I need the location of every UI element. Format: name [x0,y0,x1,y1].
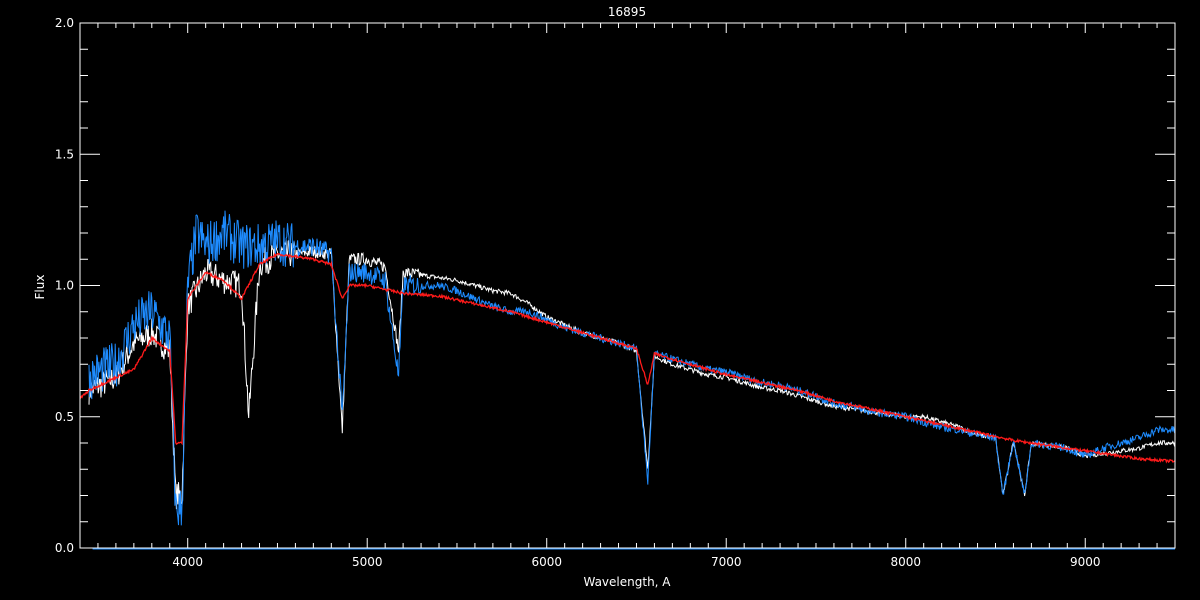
x-tick-label: 4000 [172,555,203,569]
x-tick-label: 8000 [890,555,921,569]
y-tick-label: 1.5 [55,147,74,161]
y-tick-label: 1.0 [55,279,74,293]
x-tick-label: 5000 [352,555,383,569]
y-tick-label: 0.5 [55,410,74,424]
y-tick-label: 0.0 [55,541,74,555]
y-axis-label: Flux [33,275,47,300]
series-line-1 [88,210,1176,526]
plot-frame [79,22,1176,549]
x-tick-label: 6000 [531,555,562,569]
x-tick-label: 9000 [1070,555,1101,569]
x-tick-label: 7000 [711,555,742,569]
chart-title: 16895 [608,5,646,19]
series-line-2 [79,252,1176,464]
y-tick-label: 2.0 [55,16,74,30]
x-axis-label: Wavelength, A [583,575,671,589]
